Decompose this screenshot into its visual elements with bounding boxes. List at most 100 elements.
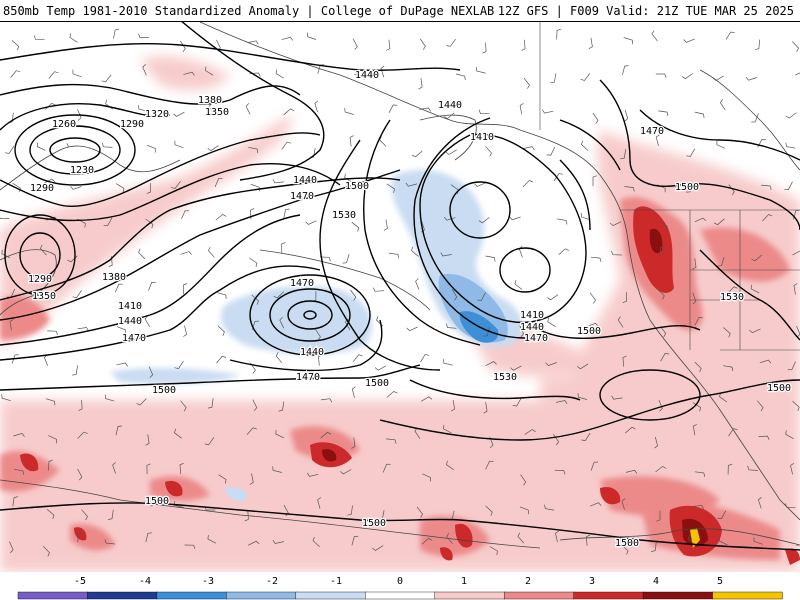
wind-barb <box>785 503 796 509</box>
wind-barb <box>386 183 395 193</box>
contour-label: 1440 <box>355 70 379 81</box>
wind-barb <box>81 509 88 521</box>
wind-barb <box>681 73 693 80</box>
wind-barb <box>723 327 731 338</box>
wind-barb <box>655 465 667 473</box>
wind-barb <box>275 69 284 79</box>
colorbar-swatch <box>87 591 158 600</box>
wind-barb <box>657 289 665 300</box>
contour-label: 1470 <box>122 333 146 344</box>
wind-barb <box>244 510 249 522</box>
wind-barbs <box>0 28 800 557</box>
wind-barb <box>719 536 728 546</box>
wind-barb <box>145 434 150 446</box>
wind-barb <box>48 435 57 444</box>
wind-barb <box>12 183 21 192</box>
wind-barb <box>547 317 556 327</box>
wind-barb <box>557 218 568 225</box>
wind-barb <box>792 250 800 256</box>
wind-barb <box>654 436 658 449</box>
wind-barb <box>625 469 638 474</box>
wind-barb <box>174 428 182 439</box>
wind-barb <box>181 210 190 220</box>
wind-barb <box>624 109 629 122</box>
wind-barb <box>14 468 25 475</box>
wind-barb <box>482 42 487 54</box>
wind-barb <box>48 71 59 79</box>
wind-barb <box>174 360 184 369</box>
wind-barb <box>483 327 490 337</box>
wind-barb <box>611 395 623 400</box>
wind-barb <box>11 354 19 364</box>
wind-barb <box>694 471 706 477</box>
wind-barb <box>580 73 591 81</box>
wind-barb <box>207 398 214 409</box>
contour-label: 1320 <box>145 109 169 120</box>
wind-barb <box>477 292 486 301</box>
wind-barb <box>580 212 591 221</box>
wind-barb <box>246 427 257 435</box>
wind-barb <box>281 242 286 254</box>
wind-barb <box>620 149 627 160</box>
wind-barb <box>753 537 763 545</box>
wind-barb <box>12 496 19 507</box>
wind-barb <box>101 142 113 148</box>
colorbar-swatch <box>365 591 436 600</box>
wind-barb <box>478 217 490 224</box>
wind-barb <box>762 214 773 222</box>
wind-barb <box>651 30 658 42</box>
wind-barb <box>622 292 627 304</box>
wind-barb <box>113 28 120 39</box>
wind-barb <box>510 365 522 371</box>
wind-barb <box>550 73 557 84</box>
wind-barb <box>9 318 14 331</box>
wind-barb <box>43 546 50 557</box>
wind-barb <box>694 317 703 326</box>
wind-barb <box>728 184 735 196</box>
wind-barb <box>517 532 525 544</box>
wind-barb <box>659 221 668 231</box>
wind-barb <box>523 77 530 89</box>
wind-barb <box>112 462 116 474</box>
wind-barb <box>46 509 55 520</box>
wind-barb <box>723 365 734 372</box>
wind-barb <box>755 39 761 51</box>
wind-barb <box>611 250 622 256</box>
wind-barb <box>558 248 570 256</box>
wind-barb <box>524 429 536 435</box>
wind-barb <box>421 537 433 545</box>
wind-barb <box>36 142 46 151</box>
contour-label: 1290 <box>30 183 54 194</box>
wind-barb <box>116 326 126 334</box>
wind-barb <box>72 290 82 299</box>
contour-label: 1500 <box>362 518 386 529</box>
wind-barb <box>659 246 665 257</box>
wind-barb <box>761 184 772 190</box>
wind-barb <box>556 400 568 404</box>
wind-barb <box>204 66 214 76</box>
wind-barb <box>792 400 800 412</box>
run-info: 12Z GFS | F009 Valid: 21Z TUE MAR 25 202… <box>497 4 794 18</box>
wind-barb <box>148 366 154 378</box>
wind-barb <box>281 141 292 150</box>
wind-barb <box>686 183 694 193</box>
wind-barb <box>142 64 147 76</box>
wind-barb <box>214 178 223 188</box>
wind-barb <box>318 354 323 366</box>
contour-label: 1500 <box>152 385 176 396</box>
contour-label: 1500 <box>615 538 639 549</box>
wind-barb <box>138 33 149 38</box>
wind-barb <box>655 134 660 146</box>
wind-barb <box>372 287 385 292</box>
wind-barb <box>758 435 770 440</box>
wind-barb <box>659 326 667 338</box>
wind-barb <box>692 258 697 270</box>
wind-barb <box>382 463 391 473</box>
colorbar-tick-label: -3 <box>202 576 214 587</box>
wind-barb <box>251 294 259 305</box>
wind-barb <box>72 365 78 376</box>
wind-barb <box>785 430 794 440</box>
wind-barb <box>790 463 794 475</box>
anomaly-colorbar: -5 -4 -3 -2 -1 0 1 2 3 4 5 <box>0 572 800 600</box>
wind-barb <box>443 424 452 434</box>
